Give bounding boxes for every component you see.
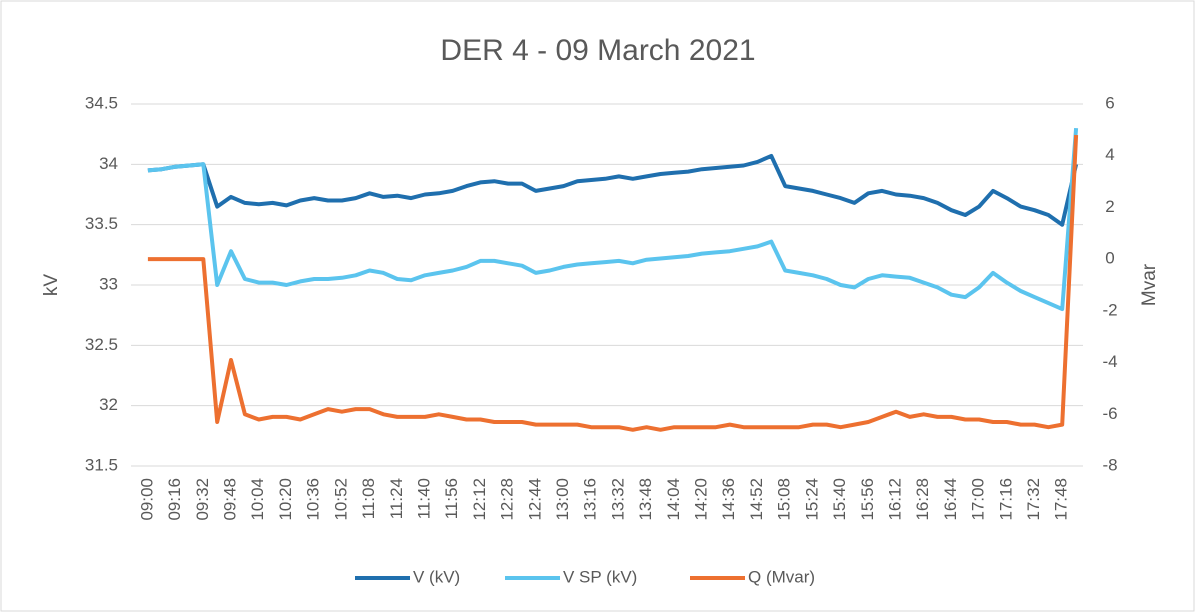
x-tick-label: 10:52 (331, 478, 350, 521)
x-tick-label: 16:44 (941, 478, 960, 521)
y-tick-label: 34 (99, 154, 118, 173)
x-tick-label: 12:44 (525, 478, 544, 521)
x-tick-label: 09:32 (193, 478, 212, 521)
x-tick-label: 16:28 (913, 478, 932, 521)
y-axis-label: kV (41, 274, 62, 297)
x-tick-label: 10:36 (304, 478, 323, 521)
x-tick-label: 15:08 (775, 478, 794, 521)
y-tick-label: 33.5 (85, 214, 118, 233)
x-tick-label: 14:36 (719, 478, 738, 521)
x-tick-label: 17:00 (969, 478, 988, 521)
y2-tick-label: 2 (1105, 197, 1114, 216)
x-tick-label: 13:16 (581, 478, 600, 521)
x-tick-label: 16:12 (885, 478, 904, 521)
y2-tick-label: 0 (1105, 249, 1114, 268)
y2-tick-label: 4 (1105, 145, 1114, 164)
x-tick-label: 17:32 (1024, 478, 1043, 521)
x-tick-label: 09:00 (137, 478, 156, 521)
y-tick-label: 32.5 (85, 335, 118, 354)
legend-label: Q (Mvar) (748, 567, 815, 586)
legend-label: V (kV) (413, 567, 460, 586)
x-tick-label: 13:48 (636, 478, 655, 521)
x-tick-label: 11:24 (387, 478, 406, 519)
y-tick-label: 32 (99, 395, 118, 414)
y2-tick-label: -4 (1102, 352, 1117, 371)
x-tick-label: 15:24 (802, 478, 821, 521)
series-line (147, 127, 1079, 312)
x-tick-label: 14:20 (692, 478, 711, 521)
x-tick-label: 12:28 (498, 478, 517, 521)
y-tick-label: 31.5 (85, 455, 118, 474)
y2-tick-label: -6 (1102, 404, 1117, 423)
x-tick-label: 09:48 (221, 478, 240, 521)
x-tick-label: 10:20 (276, 478, 295, 521)
y2-tick-label: -2 (1102, 300, 1117, 319)
x-tick-label: 17:16 (996, 478, 1015, 521)
x-tick-label: 14:52 (747, 478, 766, 521)
x-tick-label: 17:48 (1052, 478, 1071, 521)
x-tick-label: 12:12 (470, 478, 489, 521)
y2-axis-label: Mvar (1139, 263, 1160, 306)
series-line (147, 153, 1079, 227)
x-tick-label: 14:04 (664, 478, 683, 521)
y-tick-label: 33 (99, 274, 118, 293)
x-tick-label: 13:32 (608, 478, 627, 521)
x-tick-label: 11:08 (359, 478, 378, 519)
chart-title: DER 4 - 09 March 2021 (440, 34, 755, 67)
series-line (147, 134, 1079, 432)
x-tick-label: 11:56 (442, 478, 461, 519)
y-tick-label: 34.5 (85, 93, 118, 112)
y2-tick-label: 6 (1105, 93, 1114, 112)
legend-label: V SP (kV) (563, 567, 637, 586)
x-tick-label: 11:40 (414, 478, 433, 519)
x-tick-label: 15:40 (830, 478, 849, 521)
x-tick-label: 09:16 (165, 478, 184, 521)
x-tick-label: 10:04 (248, 478, 267, 521)
x-tick-label: 15:56 (858, 478, 877, 521)
y2-tick-label: -8 (1102, 455, 1117, 474)
x-tick-label: 13:00 (553, 478, 572, 521)
